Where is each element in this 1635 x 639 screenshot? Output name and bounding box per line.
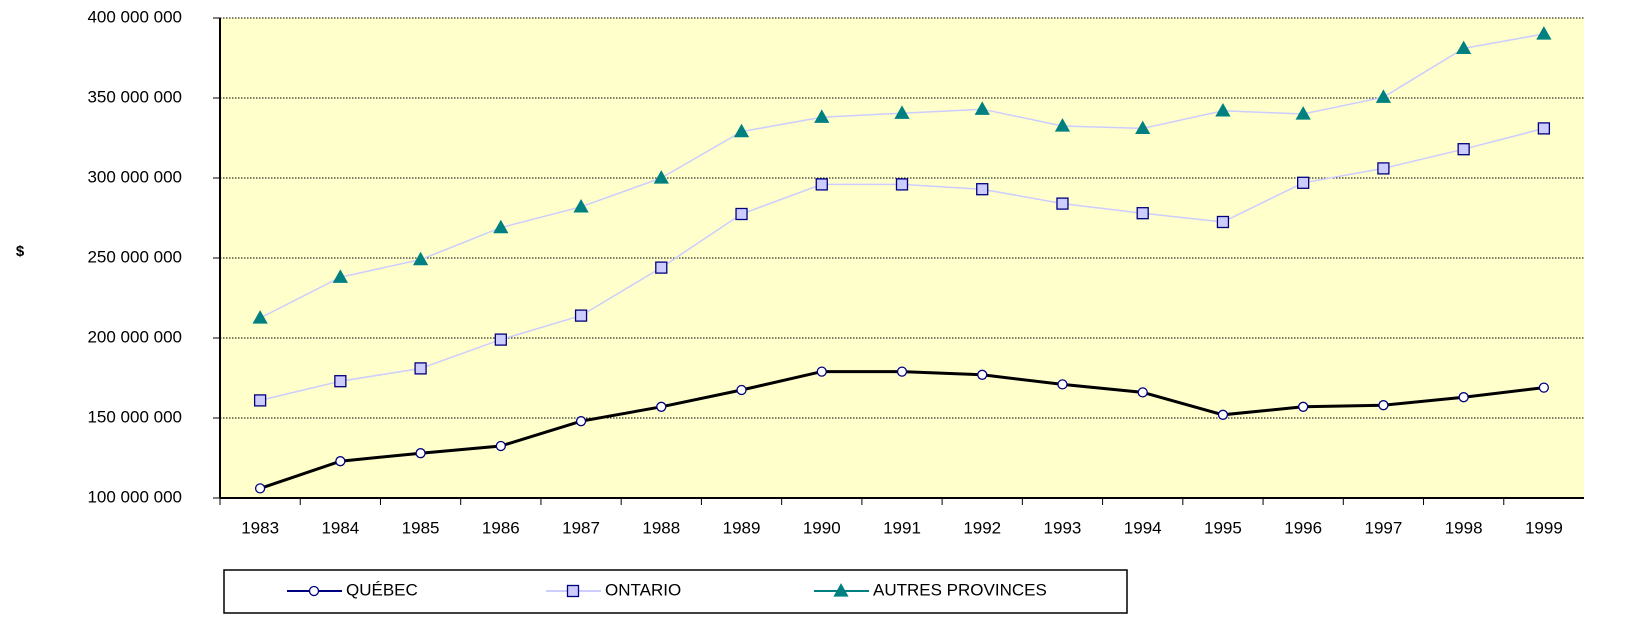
legend-marker: [566, 584, 580, 598]
x-tick-label: 1992: [963, 518, 1001, 537]
legend-label: AUTRES PROVINCES: [873, 580, 1047, 599]
data-point: [1538, 382, 1550, 393]
data-point: [1135, 120, 1151, 135]
data-point: [495, 440, 506, 452]
data-point: [655, 261, 668, 274]
data-point: [1536, 26, 1552, 40]
x-tick-label: 1984: [321, 518, 359, 537]
data-point: [974, 101, 990, 115]
data-point: [1375, 89, 1392, 103]
data-point: [735, 207, 748, 221]
data-point: [1217, 409, 1229, 420]
data-point: [415, 448, 426, 459]
data-point: [816, 366, 827, 377]
x-tick-label: 1997: [1364, 518, 1402, 537]
data-point: [1295, 106, 1311, 120]
data-point: [412, 251, 429, 266]
data-point: [977, 369, 988, 380]
data-point: [1456, 40, 1472, 55]
data-point: [1457, 143, 1470, 156]
y-tick-label: 100 000 000: [87, 487, 182, 506]
data-point: [1136, 207, 1149, 220]
x-tick-label: 1987: [562, 518, 600, 537]
data-point: [976, 183, 989, 196]
data-point: [575, 416, 587, 427]
data-point: [1057, 379, 1068, 390]
y-axis-label: $: [16, 243, 25, 260]
y-tick-label: 400 000 000: [87, 7, 182, 26]
data-point: [252, 310, 268, 324]
legend: [223, 569, 1128, 614]
y-tick-label: 300 000 000: [87, 167, 182, 186]
data-point: [332, 269, 348, 283]
data-point: [653, 170, 669, 184]
data-point: [254, 483, 266, 494]
data-point: [574, 309, 588, 322]
x-tick-label: 1998: [1445, 518, 1483, 537]
data-point: [1298, 401, 1309, 412]
data-point: [1137, 387, 1148, 398]
x-tick-label: 1983: [241, 518, 279, 537]
legend-marker: [833, 583, 849, 597]
x-tick-label: 1985: [402, 518, 440, 537]
data-point: [253, 394, 267, 407]
data-point: [1054, 118, 1071, 132]
data-point: [1216, 215, 1230, 229]
x-tick-label: 1995: [1204, 518, 1242, 537]
x-tick-label: 1993: [1044, 518, 1082, 537]
data-point: [1377, 162, 1390, 175]
data-point: [814, 109, 830, 123]
x-tick-label: 1990: [803, 518, 841, 537]
data-point: [1537, 122, 1551, 135]
data-point: [573, 198, 589, 213]
data-point: [493, 219, 509, 234]
y-tick-label: 250 000 000: [87, 247, 182, 266]
y-tick-label: 350 000 000: [87, 87, 182, 106]
data-point: [733, 123, 750, 138]
x-tick-label: 1988: [642, 518, 680, 537]
data-point: [815, 178, 828, 191]
data-point: [414, 362, 427, 375]
data-point: [1297, 176, 1310, 189]
x-tick-label: 1996: [1284, 518, 1322, 537]
data-point: [896, 366, 908, 377]
x-tick-label: 1986: [482, 518, 520, 537]
data-point: [894, 105, 910, 119]
y-tick-label: 200 000 000: [87, 327, 182, 346]
x-tick-label: 1994: [1124, 518, 1162, 537]
data-point: [334, 375, 347, 388]
data-point: [1458, 392, 1469, 403]
x-tick-label: 1991: [883, 518, 921, 537]
x-tick-label: 1999: [1525, 518, 1563, 537]
data-point: [736, 384, 747, 396]
data-point: [335, 456, 346, 467]
data-point: [494, 333, 507, 346]
data-point: [1378, 400, 1389, 411]
data-point: [656, 401, 667, 412]
legend-label: QUÉBEC: [346, 580, 418, 599]
y-tick-label: 150 000 000: [87, 407, 182, 426]
x-tick-label: 1989: [723, 518, 761, 537]
legend-marker: [308, 585, 320, 597]
data-point: [1056, 197, 1069, 210]
legend-label: ONTARIO: [605, 580, 681, 599]
data-point: [1215, 102, 1231, 117]
data-point: [895, 178, 909, 191]
